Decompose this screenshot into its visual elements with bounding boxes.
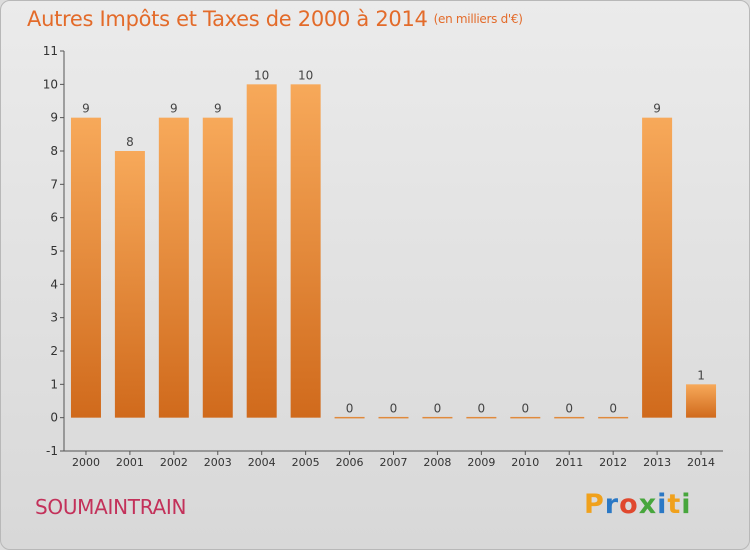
bar-2007 <box>378 416 409 419</box>
y-tick-label: 8 <box>50 144 58 158</box>
data-label-2008: 0 <box>434 402 442 416</box>
data-label-2003: 9 <box>214 102 222 116</box>
logo-letter: o <box>619 489 639 520</box>
y-tick-label: 7 <box>50 177 58 191</box>
y-tick-label: 6 <box>50 211 58 225</box>
y-tick-label: 1 <box>50 377 58 391</box>
x-tick-label: 2009 <box>467 456 495 469</box>
bar-2006 <box>334 416 365 419</box>
y-tick-label: 3 <box>50 311 58 325</box>
data-label-2009: 0 <box>478 402 486 416</box>
chart-unit: (en milliers d'€) <box>433 12 523 26</box>
x-tick-label: 2000 <box>72 456 100 469</box>
x-tick-label: 2004 <box>248 456 276 469</box>
data-label-2014: 1 <box>697 368 705 382</box>
bar-2000 <box>70 117 101 418</box>
bar-2008 <box>422 416 453 419</box>
data-label-2006: 0 <box>346 402 354 416</box>
x-tick-label: 2001 <box>116 456 144 469</box>
data-label-2013: 9 <box>653 102 661 116</box>
y-tick-label: 5 <box>50 244 58 258</box>
x-tick-label: 2014 <box>687 456 715 469</box>
bar-2011 <box>554 416 585 419</box>
bar-2009 <box>466 416 497 419</box>
logo-letter: P <box>584 489 605 520</box>
bar-2012 <box>598 416 629 419</box>
data-label-2000: 9 <box>82 102 90 116</box>
bar-2005 <box>290 84 321 418</box>
proxiti-logo: Proxiti <box>584 489 692 520</box>
x-tick-label: 2013 <box>643 456 671 469</box>
logo-letter: r <box>604 489 620 520</box>
data-label-2001: 8 <box>126 135 134 149</box>
bar-2004 <box>246 84 277 418</box>
logo-letter: i <box>657 489 668 520</box>
data-label-2004: 10 <box>254 68 269 82</box>
x-tick-label: 2011 <box>555 456 583 469</box>
y-tick-label: 0 <box>50 411 58 425</box>
y-tick-label: -1 <box>46 444 58 458</box>
x-tick-label: 2007 <box>380 456 408 469</box>
x-tick-label: 2008 <box>423 456 451 469</box>
y-tick-label: 4 <box>50 277 58 291</box>
y-tick-label: 2 <box>50 344 58 358</box>
bar-2001 <box>114 151 145 418</box>
bar-2003 <box>202 117 233 418</box>
logo-letter: i <box>681 489 692 520</box>
bar-2014 <box>686 384 717 418</box>
data-label-2011: 0 <box>565 402 573 416</box>
logo-letter: t <box>667 489 682 520</box>
y-tick-label: 11 <box>43 44 58 58</box>
x-tick-label: 2012 <box>599 456 627 469</box>
x-tick-label: 2002 <box>160 456 188 469</box>
bar-2013 <box>642 117 673 418</box>
data-label-2005: 10 <box>298 68 313 82</box>
x-tick-label: 2010 <box>511 456 539 469</box>
x-tick-label: 2003 <box>204 456 232 469</box>
data-label-2002: 9 <box>170 102 178 116</box>
commune-name: SOUMAINTRAIN <box>35 495 187 519</box>
data-label-2010: 0 <box>521 402 529 416</box>
logo-letter: x <box>638 489 658 520</box>
bar-2010 <box>510 416 541 419</box>
y-tick-label: 10 <box>43 77 58 91</box>
chart-title: Autres Impôts et Taxes de 2000 à 2014 (en… <box>27 7 523 31</box>
data-label-2012: 0 <box>609 402 617 416</box>
x-tick-label: 2005 <box>292 456 320 469</box>
bar-2002 <box>158 117 189 418</box>
data-label-2007: 0 <box>390 402 398 416</box>
x-tick-label: 2006 <box>336 456 364 469</box>
chart-title-text: Autres Impôts et Taxes de 2000 à 2014 <box>27 7 428 31</box>
y-tick-label: 9 <box>50 111 58 125</box>
